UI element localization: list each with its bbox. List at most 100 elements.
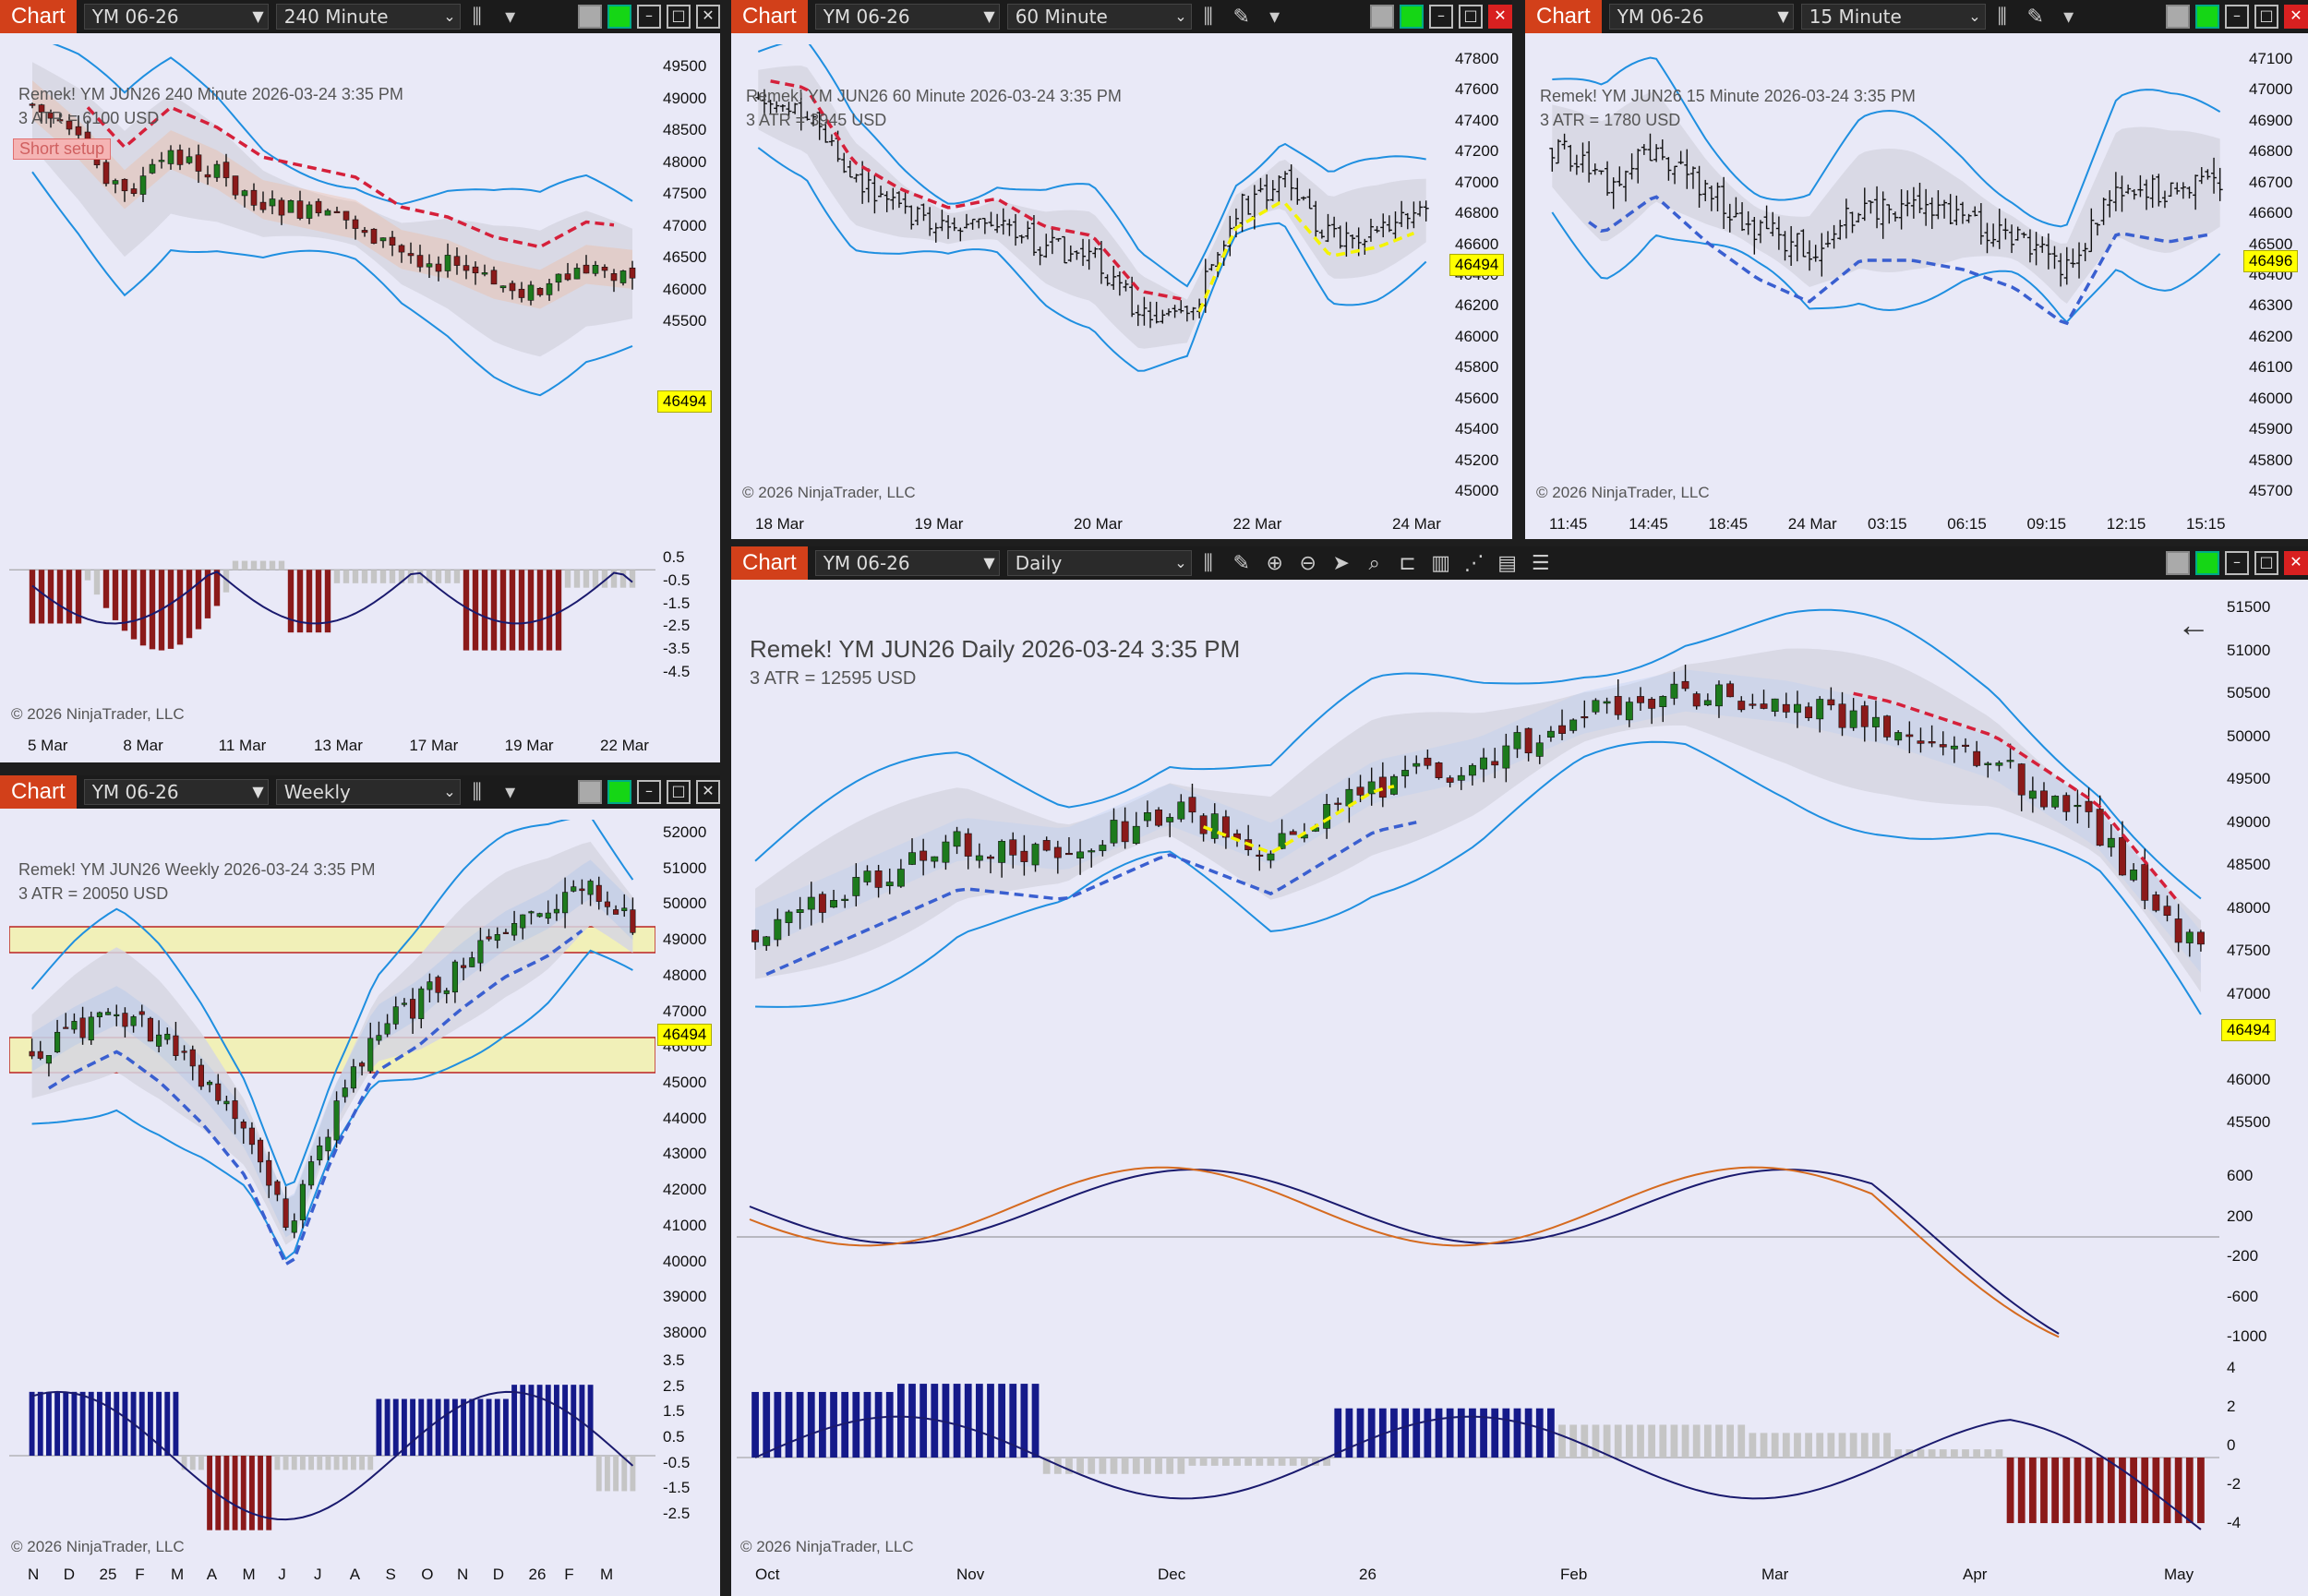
instrument-selector[interactable]: YM 06-26 ▼ xyxy=(83,779,269,805)
strategies-icon[interactable]: ▤ xyxy=(1497,551,1518,575)
link-button[interactable] xyxy=(2166,5,2190,29)
bar-type-icon[interactable]: ⫼ xyxy=(472,780,482,804)
instrument-selector[interactable]: YM 06-26 ▼ xyxy=(83,4,269,30)
link-button[interactable] xyxy=(1370,5,1394,29)
close-button[interactable]: ✕ xyxy=(2284,5,2308,29)
indicators-icon[interactable]: ⋰ xyxy=(1463,551,1485,575)
chart-tab[interactable]: Chart xyxy=(0,0,77,33)
macd-chart xyxy=(737,1166,2219,1338)
maximize-button[interactable]: □ xyxy=(2254,5,2278,29)
candle-body xyxy=(250,189,258,206)
link-button[interactable] xyxy=(578,5,602,29)
instrument-selector[interactable]: YM 06-26 ▼ xyxy=(1608,4,1794,30)
minimize-button[interactable]: – xyxy=(637,780,661,804)
upper-band xyxy=(1552,56,2221,228)
candle-body xyxy=(343,210,350,221)
close-button[interactable]: ✕ xyxy=(2284,551,2308,575)
price-panel[interactable]: Remek! YM JUN26 Weekly 2026-03-24 3:35 P… xyxy=(9,820,655,1346)
instrument-selector[interactable]: YM 06-26 ▼ xyxy=(814,550,1000,576)
oscillator-panel[interactable]: © 2026 NinjaTrader, LLC xyxy=(9,1351,655,1560)
interval-selector[interactable]: Daily ⌄ xyxy=(1006,550,1192,576)
trend-stop-line xyxy=(770,79,1182,301)
price-panel[interactable]: Remek! YM JUN26 240 Minute 2026-03-24 3:… xyxy=(9,44,655,543)
close-button[interactable]: ✕ xyxy=(696,780,720,804)
bar-type-icon[interactable]: ⫼ xyxy=(1997,5,2007,29)
bar-spacing-icon[interactable]: ⊏ xyxy=(1399,551,1416,575)
time-axis[interactable]: 11:45 14:45 18:45 24 Mar 03:15 06:15 09:15 12:1… xyxy=(1531,515,2242,537)
price-axis[interactable]: 49500 49000 48500 48000 47500 47000 46500 46000… xyxy=(657,44,713,543)
maximize-button[interactable]: □ xyxy=(1459,5,1483,29)
maximize-button[interactable]: □ xyxy=(667,780,691,804)
histogram-bar xyxy=(518,570,525,651)
link-button[interactable] xyxy=(2166,551,2190,575)
minimize-button[interactable]: – xyxy=(2225,5,2249,29)
candle-body xyxy=(451,961,458,993)
histogram-bar xyxy=(595,1456,602,1492)
price-axis[interactable]: 51500 51000 50500 50000 49500 49000 48500 48000… xyxy=(2221,593,2284,1161)
live-button[interactable] xyxy=(1400,5,1424,29)
properties-icon[interactable]: ☰ xyxy=(1531,551,1550,575)
candle-body xyxy=(1177,801,1185,820)
minimize-button[interactable]: – xyxy=(637,5,661,29)
chevron-down-icon[interactable]: ▾ xyxy=(505,780,516,804)
bar-type-icon[interactable]: ⫼ xyxy=(1203,5,1213,29)
bar-type-icon[interactable]: ⫼ xyxy=(1203,551,1213,575)
price-axis[interactable]: 52000 51000 50000 49000 48000 47000 46000 45000… xyxy=(657,820,715,1346)
histogram-bar xyxy=(71,1391,78,1456)
time-axis[interactable]: 5 Mar 8 Mar 11 Mar 13 Mar 17 Mar 19 Mar 22 Mar xyxy=(9,737,655,759)
interval-selector[interactable]: 15 Minute ⌄ xyxy=(1800,4,1986,30)
drawing-tool-icon[interactable]: ✎ xyxy=(1232,5,1250,29)
zoom-out-icon[interactable]: ⊖ xyxy=(1299,551,1316,575)
oscillator-panel[interactable]: © 2026 NinjaTrader, LLC xyxy=(737,1355,2219,1560)
live-button[interactable] xyxy=(607,780,631,804)
price-panel[interactable]: Remek! YM JUN26 15 Minute 2026-03-24 3:3… xyxy=(1531,44,2242,506)
close-button[interactable]: ✕ xyxy=(1488,5,1512,29)
histogram-bar xyxy=(213,570,221,606)
histogram-bar xyxy=(1883,1433,1891,1458)
time-axis[interactable]: Oct Nov Dec 26 Feb Mar Apr May xyxy=(737,1566,2219,1588)
zoom-in-icon[interactable]: ⊕ xyxy=(1266,551,1283,575)
interval-selector[interactable]: Weekly ⌄ xyxy=(275,779,461,805)
chevron-down-icon[interactable]: ▾ xyxy=(505,5,516,29)
time-axis[interactable]: N D 25 F M A M J J A S O N D 26 F M xyxy=(9,1566,655,1588)
oscillator-axis[interactable]: 3.5 2.5 1.5 0.5 -0.5 -1.5 -2.5 xyxy=(657,1351,715,1560)
axis-tick-label: 51000 xyxy=(2227,641,2271,659)
histogram-bar xyxy=(407,570,415,583)
oscillator-axis[interactable]: 0.5 -0.5 -1.5 -2.5 -3.5 -4.5 xyxy=(657,548,713,727)
histogram-bar xyxy=(562,1385,569,1456)
oscillator-axis[interactable]: 4 2 0 -2 -4 xyxy=(2221,1355,2284,1560)
chart-tab[interactable]: Chart xyxy=(0,775,77,809)
price-panel[interactable]: Remek! YM JUN26 Daily 2026-03-24 3:35 PM… xyxy=(737,593,2219,1161)
chart-style-icon[interactable]: ▥ xyxy=(1431,551,1451,575)
live-button[interactable] xyxy=(2195,551,2219,575)
drawing-tool-icon[interactable]: ✎ xyxy=(2026,5,2044,29)
bar-type-icon[interactable]: ⫼ xyxy=(472,5,482,29)
back-arrow-icon[interactable]: ← xyxy=(2177,606,2210,643)
live-button[interactable] xyxy=(607,5,631,29)
data-box-icon[interactable]: ⌕ xyxy=(1368,551,1380,575)
chart-toolbar: Chart YM 06-26 ▼ 240 Minute ⌄ ⫼ ▾ – □ ✕ xyxy=(0,0,720,33)
pointer-icon[interactable]: ➤ xyxy=(1332,551,1350,575)
minimize-button[interactable]: – xyxy=(2225,551,2249,575)
chart-tab[interactable]: Chart xyxy=(731,0,808,33)
minimize-button[interactable]: – xyxy=(1429,5,1453,29)
time-axis[interactable]: 18 Mar 19 Mar 20 Mar 22 Mar 24 Mar xyxy=(737,515,1448,537)
chevron-down-icon[interactable]: ▾ xyxy=(1269,5,1280,29)
oscillator-panel[interactable]: © 2026 NinjaTrader, LLC xyxy=(9,548,655,727)
link-button[interactable] xyxy=(578,780,602,804)
maximize-button[interactable]: □ xyxy=(2254,551,2278,575)
instrument-selector[interactable]: YM 06-26 ▼ xyxy=(814,4,1000,30)
live-button[interactable] xyxy=(2195,5,2219,29)
maximize-button[interactable]: □ xyxy=(667,5,691,29)
drawing-tool-icon[interactable]: ✎ xyxy=(1232,551,1250,575)
chart-tab[interactable]: Chart xyxy=(731,546,808,580)
price-axis[interactable]: 47100 47000 46900 46800 46700 46600 46500 46400… xyxy=(2243,44,2301,506)
chart-tab[interactable]: Chart xyxy=(1525,0,1602,33)
macd-panel[interactable] xyxy=(737,1165,2219,1350)
chevron-down-icon[interactable]: ▾ xyxy=(2063,5,2074,29)
macd-axis[interactable]: 600 200 -200 -600 -1000 xyxy=(2221,1165,2284,1350)
close-button[interactable]: ✕ xyxy=(696,5,720,29)
price-panel[interactable]: Remek! YM JUN26 60 Minute 2026-03-24 3:3… xyxy=(737,44,1448,506)
interval-selector[interactable]: 60 Minute ⌄ xyxy=(1006,4,1192,30)
interval-selector[interactable]: 240 Minute ⌄ xyxy=(275,4,461,30)
